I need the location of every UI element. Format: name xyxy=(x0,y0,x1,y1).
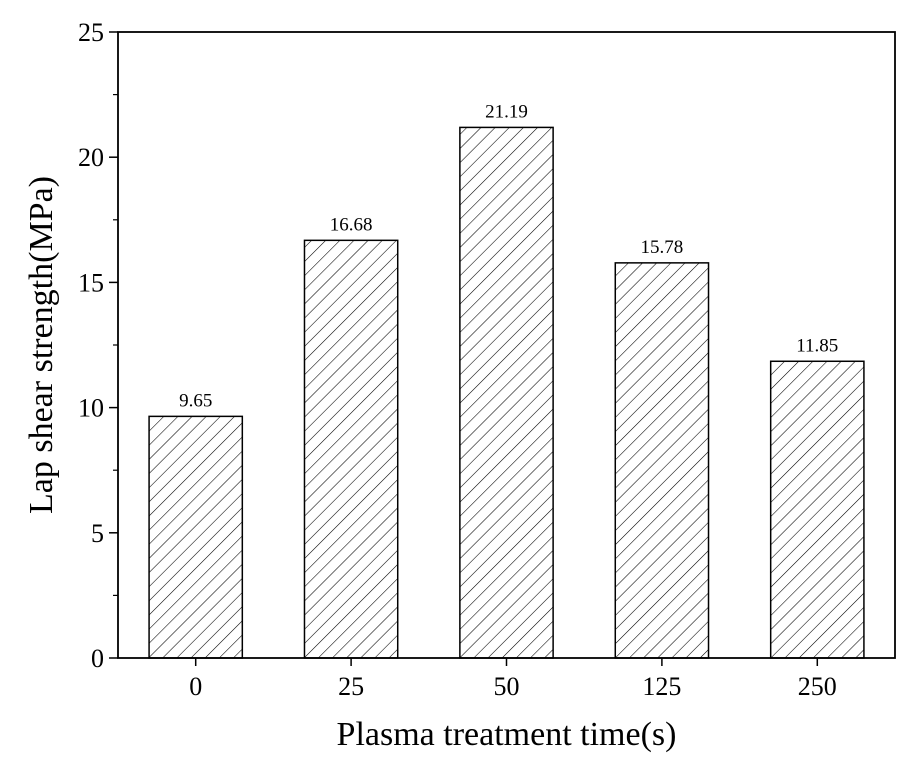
bars-layer xyxy=(148,126,865,659)
bar-25 xyxy=(303,239,399,659)
bar-0 xyxy=(148,415,244,659)
x-tick-label-0: 0 xyxy=(189,672,202,701)
y-tick-label-0: 0 xyxy=(91,644,104,673)
x-tick-label-50: 50 xyxy=(494,672,520,701)
bar-50 xyxy=(459,126,554,659)
x-tick-label-250: 250 xyxy=(798,672,837,701)
data-label-0: 9.65 xyxy=(179,390,212,411)
axes-layer: 0 25 50 125 250 0 5 10 15 20 25 xyxy=(78,18,896,701)
data-label-50: 21.19 xyxy=(485,101,528,122)
y-axis-title: Lap shear strength(MPa) xyxy=(23,176,60,514)
x-axis-title: Plasma treatment time(s) xyxy=(337,716,677,753)
x-tick-label-25: 25 xyxy=(338,672,364,701)
y-tick-label-20: 20 xyxy=(78,143,104,172)
y-tick-label-15: 15 xyxy=(78,268,104,297)
bar-250 xyxy=(769,360,865,659)
bar-125 xyxy=(614,262,710,659)
data-labels-layer: 9.65 16.68 21.19 15.78 11.85 xyxy=(179,101,838,411)
x-tick-label-125: 125 xyxy=(642,672,681,701)
data-label-25: 16.68 xyxy=(330,214,373,235)
plot-frame xyxy=(117,31,896,659)
y-tick-label-5: 5 xyxy=(91,519,104,548)
y-tick-label-10: 10 xyxy=(78,394,104,423)
y-tick-label-25: 25 xyxy=(78,18,104,47)
data-label-250: 11.85 xyxy=(796,335,838,356)
data-label-125: 15.78 xyxy=(641,237,684,258)
